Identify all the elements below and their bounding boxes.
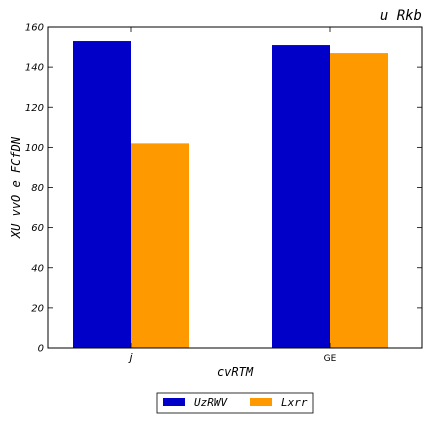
legend-box [156,392,314,414]
legend-label-series-2: Lxrr [281,396,308,409]
y-tick-label: 0 [38,344,44,355]
bar-2-1 [131,143,189,348]
plot-frame [47,26,423,349]
y-tick-label: 20 [31,303,44,314]
y-axis-ticks: 0 20 40 60 80 100 120 140 160 [25,23,422,355]
y-tick-label: 80 [31,183,44,194]
y-tick-label: 100 [25,143,44,154]
bar-1-2 [272,45,330,349]
y-tick-label: 40 [31,263,44,274]
x-tick-label: GE [324,354,337,364]
bar-1-1 [73,41,131,348]
legend-swatch-series-2 [250,398,272,406]
x-axis-label: cvRTM [217,365,254,379]
y-tick-label: 120 [25,103,44,114]
y-tick-label: 160 [25,23,44,34]
legend-swatch-series-1 [163,398,185,406]
legend: UzRWV Lxrr [156,392,314,414]
y-tick-label: 60 [31,223,44,234]
bar-2-2 [330,53,388,349]
y-tick-label: 140 [25,63,44,74]
x-tick-label: j [127,351,133,364]
chart-title: u Rkb [380,8,422,24]
bars-group [73,41,388,349]
legend-label-series-1: UzRWV [194,396,228,409]
x-axis-ticks: j GE [127,27,337,364]
y-axis-label: XU vvO e FCfDN [9,136,23,239]
